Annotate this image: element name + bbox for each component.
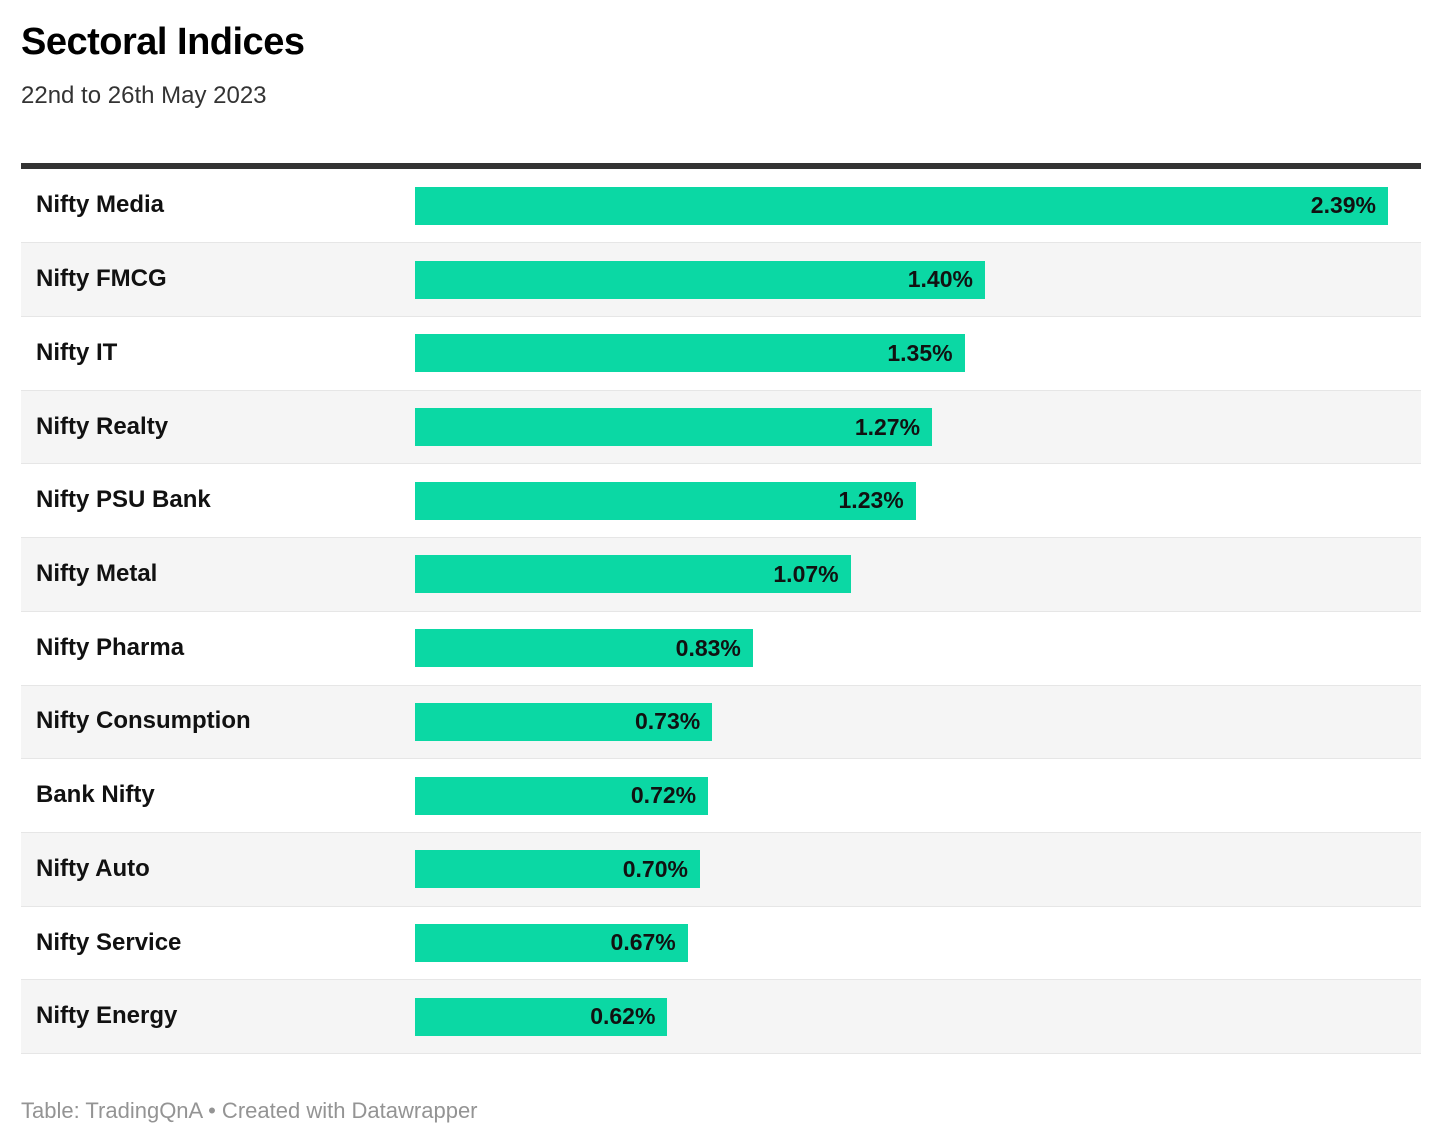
row-label: Nifty Media bbox=[36, 191, 165, 219]
value-bar: 0.70% bbox=[415, 850, 700, 889]
bar-track: 0.73% bbox=[415, 702, 1388, 741]
table-row: Nifty Media 2.39% bbox=[21, 169, 1421, 243]
bar-track: 1.27% bbox=[415, 408, 1388, 447]
bar-value-label: 0.72% bbox=[630, 782, 697, 809]
row-label: Bank Nifty bbox=[36, 781, 155, 809]
bar-value-label: 0.83% bbox=[675, 634, 741, 661]
value-bar: 0.83% bbox=[415, 629, 753, 668]
bar-track: 0.67% bbox=[415, 923, 1388, 962]
value-bar: 0.73% bbox=[415, 702, 713, 741]
bar-track: 0.70% bbox=[415, 850, 1388, 889]
table-row: Nifty Service 0.67% bbox=[21, 905, 1421, 980]
row-label: Nifty Service bbox=[36, 928, 182, 956]
row-label: Nifty Consumption bbox=[36, 707, 251, 735]
bar-value-label: 0.70% bbox=[622, 855, 688, 882]
bar-value-label: 0.67% bbox=[610, 929, 676, 956]
bar-value-label: 1.07% bbox=[773, 560, 839, 587]
row-label: Nifty FMCG bbox=[36, 265, 167, 293]
value-bar: 1.40% bbox=[415, 260, 985, 299]
value-bar: 0.62% bbox=[415, 997, 668, 1036]
table-row: Nifty Consumption 0.73% bbox=[21, 684, 1421, 759]
row-label: Nifty Auto bbox=[36, 854, 150, 882]
value-bar: 1.35% bbox=[415, 334, 965, 373]
table-row: Nifty Pharma 0.83% bbox=[21, 610, 1421, 685]
table-row: Nifty Auto 0.70% bbox=[21, 831, 1421, 906]
bar-table: Nifty Media 2.39% Nifty FMCG 1.40% Nifty IT 1… bbox=[21, 169, 1421, 1054]
header-divider bbox=[21, 162, 1421, 169]
footer-attribution: Table: TradingQnA • Created with Datawra… bbox=[21, 1097, 478, 1123]
table-row: Nifty Energy 0.62% bbox=[21, 979, 1421, 1053]
row-label: Nifty IT bbox=[36, 339, 118, 366]
value-bar: 1.07% bbox=[415, 555, 851, 594]
table-row: Nifty Realty 1.27% bbox=[21, 389, 1421, 464]
bar-track: 0.83% bbox=[415, 629, 1388, 668]
bar-value-label: 1.23% bbox=[838, 487, 904, 514]
bar-value-label: 1.27% bbox=[854, 413, 921, 440]
bar-value-label: 1.40% bbox=[907, 266, 973, 293]
value-bar: 1.23% bbox=[415, 481, 916, 520]
bar-value-label: 2.39% bbox=[1310, 192, 1376, 219]
bar-track: 1.40% bbox=[415, 260, 1388, 299]
table-row: Nifty Metal 1.07% bbox=[21, 537, 1421, 611]
table-row: Nifty FMCG 1.40% bbox=[21, 242, 1421, 317]
page-subtitle: 22nd to 26th May 2023 bbox=[21, 81, 267, 109]
table-row: Nifty PSU Bank 1.23% bbox=[21, 463, 1421, 537]
bar-track: 0.72% bbox=[415, 776, 1388, 815]
value-bar: 0.67% bbox=[415, 923, 688, 962]
row-label: Nifty PSU Bank bbox=[36, 486, 211, 514]
page-title: Sectoral Indices bbox=[21, 21, 305, 63]
bar-track: 1.07% bbox=[415, 555, 1388, 594]
bar-track: 1.35% bbox=[415, 334, 1388, 373]
value-bar: 1.27% bbox=[415, 408, 933, 447]
table-row: Nifty IT 1.35% bbox=[21, 316, 1421, 390]
bar-value-label: 0.62% bbox=[590, 1003, 656, 1030]
bar-track: 2.39% bbox=[415, 186, 1388, 225]
row-label: Nifty Metal bbox=[36, 560, 158, 588]
value-bar: 2.39% bbox=[415, 186, 1388, 225]
bar-track: 1.23% bbox=[415, 481, 1388, 520]
bar-value-label: 1.35% bbox=[887, 339, 953, 366]
bar-value-label: 0.73% bbox=[634, 708, 701, 735]
row-label: Nifty Realty bbox=[36, 412, 169, 440]
row-label: Nifty Pharma bbox=[36, 633, 185, 661]
row-label: Nifty Energy bbox=[36, 1002, 178, 1030]
value-bar: 0.72% bbox=[415, 776, 709, 815]
bar-track: 0.62% bbox=[415, 997, 1388, 1036]
table-row: Bank Nifty 0.72% bbox=[21, 758, 1421, 832]
